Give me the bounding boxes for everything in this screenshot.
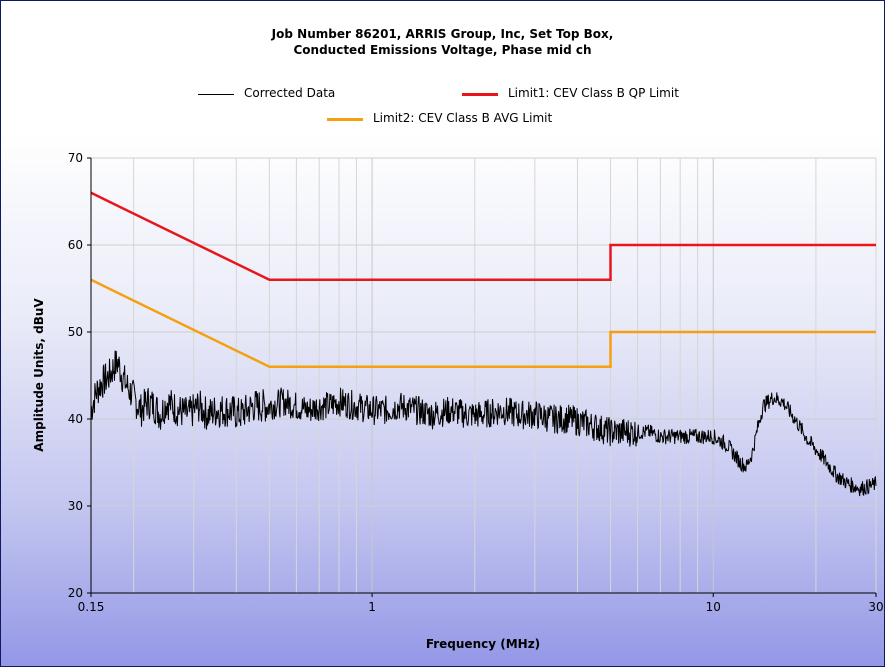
y-tick-label: 70 [68,151,83,165]
chart-subtitle: Conducted Emissions Voltage, Phase mid c… [293,43,592,57]
x-axis-label: Frequency (MHz) [426,637,540,651]
limit1-qp-line [90,191,876,282]
legend-swatch-limit2 [327,118,363,121]
x-tick-label: 0.15 [78,600,105,614]
legend-swatch-corrected-data [198,94,234,95]
legend-label-limit2: Limit2: CEV Class B AVG Limit [373,111,553,125]
chart-header: Job Number 86201, ARRIS Group, Inc, Set … [1,1,884,132]
chart-title: Job Number 86201, ARRIS Group, Inc, Set … [271,27,614,41]
y-axis-label: Amplitude Units, dBuV [32,298,46,452]
legend-swatch-limit1 [462,93,498,96]
y-tick-label: 50 [68,325,83,339]
legend-label-limit1: Limit1: CEV Class B QP Limit [508,86,679,100]
limit2-avg-line [90,278,876,369]
y-tick-label: 60 [68,238,83,252]
legend-label-corrected-data: Corrected Data [244,86,336,100]
x-tick-label: 1 [368,600,376,614]
x-tick-label: 30 [868,600,883,614]
y-tick-label: 20 [68,586,83,600]
y-tick-label: 30 [68,499,83,513]
x-tick-label: 10 [706,600,721,614]
y-tick-label: 40 [68,412,83,426]
corrected-data-line [90,350,877,497]
